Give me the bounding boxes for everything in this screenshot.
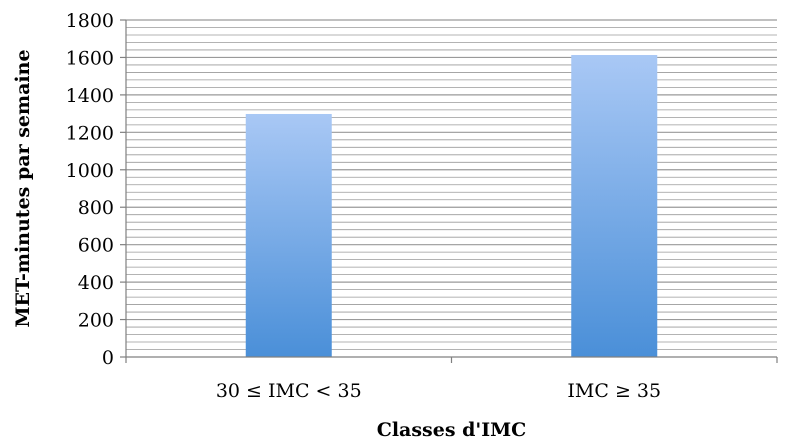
- bars: [245, 55, 658, 357]
- x-axis-title: Classes d'IMC: [377, 419, 527, 441]
- x-tick-label: IMC ≥ 35: [567, 380, 661, 402]
- y-tick-label: 1600: [66, 47, 114, 69]
- y-tick-label: 600: [78, 235, 114, 257]
- y-tick-label: 1800: [66, 10, 114, 32]
- bar: [571, 55, 658, 357]
- y-tick-label: 200: [78, 310, 114, 332]
- bar: [245, 113, 332, 357]
- axes: [120, 19, 778, 363]
- y-tick-label: 1200: [66, 122, 114, 144]
- y-tick-label: 800: [78, 197, 114, 219]
- y-axis-title: MET-minutes par semaine: [12, 49, 34, 327]
- y-tick-label: 0: [102, 347, 114, 369]
- y-tick-label: 1000: [66, 160, 114, 182]
- y-tick-label: 1400: [66, 85, 114, 107]
- y-tick-label: 400: [78, 272, 114, 294]
- gridlines: [126, 19, 777, 350]
- x-tick-label: 30 ≤ IMC < 35: [216, 380, 362, 402]
- labels: 0 200 400 600 800 1000 1200 1400 1600 1800 30 ≤ IM…: [66, 10, 661, 402]
